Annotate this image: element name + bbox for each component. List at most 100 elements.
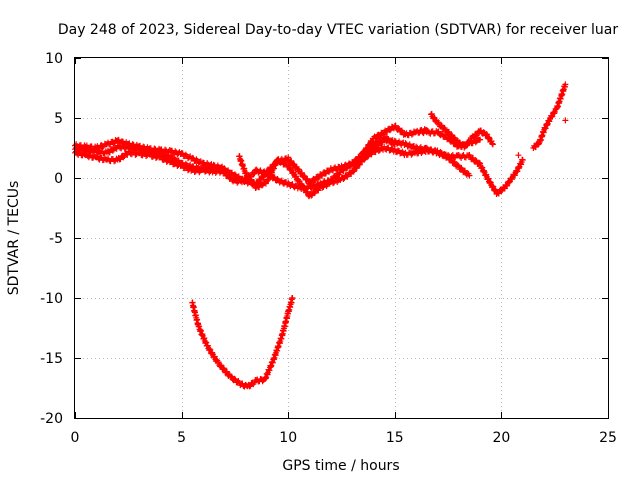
data-point <box>361 149 368 156</box>
x-tick-label: 15 <box>386 430 404 446</box>
data-point <box>448 137 455 144</box>
data-point <box>391 137 398 144</box>
data-point <box>368 149 375 156</box>
data-point <box>208 350 215 357</box>
y-axis-label: SDTVAR / TECUs <box>6 181 22 296</box>
data-point <box>428 110 435 117</box>
data-point <box>251 170 258 177</box>
y-tick-label: 0 <box>54 171 63 187</box>
data-point <box>243 169 250 176</box>
data-point <box>472 157 479 164</box>
data-point <box>301 172 308 179</box>
data-point <box>466 172 473 179</box>
data-point <box>109 147 116 154</box>
data-point <box>476 159 483 166</box>
data-point <box>231 171 238 178</box>
data-point <box>172 148 179 155</box>
y-tick-label: -15 <box>40 351 63 367</box>
data-point <box>288 157 295 164</box>
x-tick-label: 25 <box>599 430 617 446</box>
y-tick-label: 10 <box>45 51 63 67</box>
data-point <box>462 142 469 149</box>
data-point <box>251 180 258 187</box>
data-point <box>99 143 106 150</box>
data-point <box>202 168 209 175</box>
data-point <box>506 179 513 186</box>
data-point <box>343 165 350 172</box>
y-tick-label: -5 <box>49 231 63 247</box>
data-point <box>278 158 285 165</box>
data-point <box>519 157 526 163</box>
data-point <box>489 140 496 147</box>
data-point <box>408 151 415 158</box>
data-point <box>245 173 252 180</box>
series-track-9 <box>189 295 296 390</box>
isolated-data-point <box>562 117 569 124</box>
series-track-7 <box>417 126 484 150</box>
data-point <box>204 342 211 349</box>
isolated-data-point <box>515 152 522 159</box>
data-point <box>504 182 511 189</box>
series-track-4 <box>236 135 526 200</box>
data-point <box>395 125 402 132</box>
data-point <box>394 147 401 154</box>
data-point <box>375 147 382 154</box>
data-point <box>454 162 461 169</box>
data-point <box>206 346 213 353</box>
data-point <box>120 154 127 161</box>
data-point <box>363 146 370 153</box>
data-point <box>562 81 569 88</box>
data-point <box>287 165 294 172</box>
data-point <box>498 188 505 195</box>
data-point <box>381 135 388 142</box>
data-point <box>386 127 393 134</box>
data-point <box>221 165 228 172</box>
x-tick-label: 20 <box>492 430 510 446</box>
data-point <box>289 170 296 177</box>
plot-frame <box>74 57 609 419</box>
series-track-8 <box>530 81 569 151</box>
y-tick-label: -20 <box>40 411 63 427</box>
data-point <box>110 140 117 147</box>
data-point <box>340 176 347 183</box>
data-point <box>511 172 518 179</box>
data-point <box>369 138 376 145</box>
data-point <box>250 171 257 178</box>
data-point <box>472 139 479 146</box>
data-point <box>308 192 315 199</box>
data-point <box>379 139 386 146</box>
data-point <box>223 368 230 375</box>
data-point <box>376 133 383 140</box>
data-point <box>408 131 415 138</box>
data-point <box>487 179 494 186</box>
data-point <box>211 353 218 360</box>
data-point <box>477 136 484 143</box>
data-point <box>231 375 238 382</box>
data-point <box>365 141 372 148</box>
data-point <box>304 188 311 195</box>
data-point <box>402 140 409 147</box>
isolated-points <box>515 117 569 159</box>
series-track-3 <box>72 136 228 172</box>
data-point <box>259 182 266 189</box>
data-point <box>161 155 168 162</box>
x-tick-label: 0 <box>71 430 80 446</box>
y-tick-label: 5 <box>54 111 63 127</box>
data-point <box>293 173 300 180</box>
chart-title: Day 248 of 2023, Sidereal Day-to-day VTE… <box>58 22 619 38</box>
x-tick-label: 5 <box>177 430 186 446</box>
data-point <box>435 119 442 126</box>
ticks-layer: 0 5 10 15 20 25 10 5 0 -5 -10 -15 -20 <box>40 51 617 446</box>
grid-layer <box>75 58 608 418</box>
data-point <box>172 159 179 166</box>
data-point <box>253 166 260 173</box>
data-point <box>150 151 157 158</box>
data-point <box>217 362 224 369</box>
data-point <box>445 128 452 135</box>
data-point <box>289 295 296 301</box>
data-point <box>551 108 558 115</box>
x-tick-label: 10 <box>279 430 297 446</box>
data-point <box>329 180 336 187</box>
